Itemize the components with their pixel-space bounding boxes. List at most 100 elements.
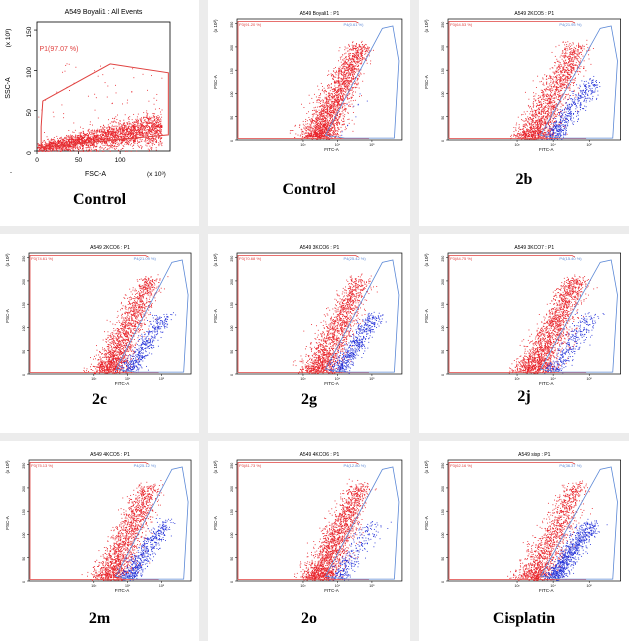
scatter-points-p3: [507, 480, 593, 581]
y-tick-label: 100: [441, 532, 445, 538]
gate-p4: [324, 466, 400, 580]
gate-p4-label: P4(15.40 %): [559, 256, 582, 261]
y-tick-label: 100: [230, 91, 234, 97]
plot-frame: [447, 18, 621, 141]
y-tick-label: 250: [230, 256, 234, 262]
y-tick-label: 0: [230, 374, 234, 376]
y-tick-label: 250: [230, 22, 234, 28]
y-tick-label: 0: [22, 581, 26, 583]
x-tick-label: 10⁴: [335, 584, 341, 588]
x-tick-label: 10⁵: [369, 377, 375, 381]
y-tick-label: 250: [441, 22, 445, 28]
y-axis-label: FSC-A: [213, 516, 218, 530]
x-tick-label: 10³: [515, 584, 521, 588]
y-tick-label: 50: [441, 557, 445, 561]
y-scale-label: (x 10³): [5, 29, 12, 48]
plot-scatter-main: A549 Boyali1 : All Events 0 50 100 0 50 100 150…: [5, 9, 171, 178]
gate-p4: [539, 25, 618, 139]
y-axis-label: FSC-A: [424, 309, 429, 323]
panel-2j: A549 3KCO7 : P1 (x 10³) FSC-A FITC-A 10³ 10⁴ 1…: [419, 234, 629, 433]
x-tick-label: 10⁵: [587, 377, 593, 381]
y-tick-label: 150: [441, 302, 445, 308]
gate-p4: [539, 259, 618, 373]
plot-title: A549 2KCO6 : P1: [90, 245, 130, 251]
plot-frame: [236, 18, 403, 141]
scatter-points: [37, 63, 163, 152]
x-tick-label: 10⁴: [125, 584, 131, 588]
x-tick-label: 100: [115, 157, 126, 164]
y-tick-label: 100: [441, 91, 445, 97]
gate-p4-label: P4(25.12 %): [134, 463, 157, 468]
plot-2g: A549 3KCO6 : P1 (x 10³) FSC-A FITC-A 10³ 10⁴ 1…: [213, 245, 403, 386]
y-tick-label: 200: [230, 279, 234, 285]
y-axis-label: FSC-A: [424, 516, 429, 530]
x-axis-label: FITC-A: [115, 381, 130, 386]
gate-p3-label: P3(64.53 %): [450, 22, 473, 27]
y-axis-label: FSC-A: [5, 516, 10, 530]
y-tick-label: 250: [22, 463, 26, 469]
panel-control2: A549 Boyali1 : P1 (x 10³) FSC-A FITC-A 10³ 10…: [208, 0, 410, 226]
y-tick-label: 100: [230, 325, 234, 331]
y-tick-label: 50: [22, 557, 26, 561]
x-axis-label: FITC-A: [539, 588, 554, 593]
plot-title: A549 4KCO6 : P1: [300, 452, 340, 458]
y-scale-label: (x 10³): [5, 460, 10, 474]
y-tick-label: 50: [22, 350, 26, 354]
y-axis-label: FSC-A: [5, 309, 10, 323]
y-tick-label: 150: [230, 68, 234, 74]
plot-2o: A549 4KCO6 : P1 (x 10³) FSC-A FITC-A 10³ 10⁴ 1…: [213, 452, 403, 593]
gate-p1: [40, 63, 169, 148]
x-tick-label: 10⁴: [550, 377, 556, 381]
y-tick-label: 150: [441, 68, 445, 74]
gate-p3-label: P3(74.61 %): [31, 256, 54, 261]
plot-2m: A549 4KCO5 : P1 (x 10³) FSC-A FITC-A 10³ 10⁴ 1…: [5, 452, 192, 593]
x-tick-label: 10⁵: [369, 584, 375, 588]
x-tick-label: 10³: [300, 377, 306, 381]
x-axis-label: FITC-A: [324, 147, 339, 152]
plot-title: A549 4KCO5 : P1: [90, 452, 130, 458]
x-tick-label: 10⁴: [550, 584, 556, 588]
x-tick-label: 10⁵: [587, 143, 593, 147]
y-tick-label: 100: [26, 67, 33, 78]
x-scale-label: (x 10³): [147, 171, 166, 178]
gate-p4-label: P4(0.61 %): [343, 22, 364, 27]
y-tick-label: 50: [230, 557, 234, 561]
scatter-points-p3: [83, 274, 169, 374]
x-axis-label: FITC-A: [115, 588, 130, 593]
panel-2b: A549 2KCO5 : P1 (x 10³) FSC-A FITC-A 10³ 10⁴ 1…: [419, 0, 629, 226]
y-tick-label: 0: [441, 581, 445, 583]
gate-p4: [539, 466, 618, 580]
scatter-points-p3: [508, 274, 598, 374]
y-tick-label: 250: [230, 463, 234, 469]
y-scale-label: (x 10³): [213, 19, 218, 33]
gate-p3: [29, 462, 149, 580]
plot-2b: A549 2KCO5 : P1 (x 10³) FSC-A FITC-A 10³ 10⁴ 1…: [424, 11, 621, 152]
x-tick-label: 10⁴: [125, 377, 131, 381]
y-tick-label: 200: [441, 486, 445, 492]
scatter-points-p3: [292, 273, 378, 374]
plot-title: A549 2KCO5 : P1: [514, 11, 554, 17]
y-tick-label: 0: [230, 581, 234, 583]
plot-frame: [36, 21, 171, 152]
x-tick-label: 10⁵: [369, 143, 375, 147]
y-scale-label: (x 10³): [5, 253, 10, 267]
y-scale-label: (x 10³): [213, 460, 218, 474]
x-tick-label: 10⁵: [159, 584, 165, 588]
gate-p3-label: P3(91.20 %): [239, 22, 262, 27]
scatter-points-p4: [537, 75, 601, 140]
gate-p3: [448, 255, 576, 373]
x-tick-label: 10³: [515, 377, 521, 381]
y-tick-label: 200: [441, 279, 445, 285]
panel-caption: Control: [208, 181, 410, 199]
panel-caption: 2m: [0, 610, 199, 628]
x-tick-label: 10⁵: [587, 584, 593, 588]
x-axis-label: FITC-A: [324, 381, 339, 386]
y-tick-label: 100: [22, 532, 26, 538]
y-scale-label: (x 10³): [424, 460, 429, 474]
gate-p3-label: P3(81.73 %): [239, 463, 262, 468]
y-tick-label: 250: [441, 256, 445, 262]
y-tick-label: 150: [441, 509, 445, 515]
y-tick-label: 200: [441, 45, 445, 51]
scatter-points-p3: [289, 40, 374, 140]
y-tick-label: 250: [441, 463, 445, 469]
